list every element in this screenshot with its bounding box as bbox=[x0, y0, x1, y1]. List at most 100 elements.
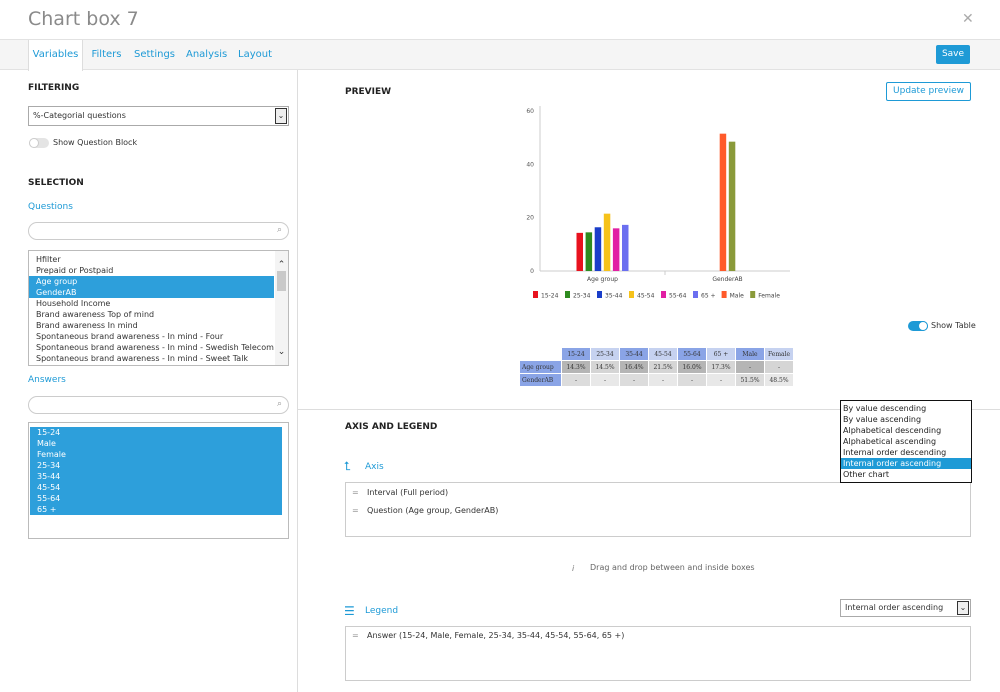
axis-row[interactable]: Interval (Full period) bbox=[367, 488, 449, 497]
search-icon: ⌕ bbox=[276, 225, 282, 235]
question-item[interactable]: Spontaneous brand awareness - In mind - … bbox=[36, 354, 249, 363]
questions-list[interactable]: Hfilter Prepaid or Postpaid Age group Gende… bbox=[28, 250, 289, 366]
tab-analysis[interactable]: Analysis bbox=[186, 49, 228, 60]
answer-item[interactable]: 25-34 bbox=[30, 460, 282, 471]
search-icon: ⌕ bbox=[276, 399, 282, 409]
table-header-cell: 55-64 bbox=[677, 347, 707, 361]
table-cell: 14.5% bbox=[590, 360, 620, 374]
section-divider bbox=[298, 409, 1000, 410]
legend-swatch bbox=[597, 291, 602, 298]
question-item[interactable]: Household Income bbox=[36, 299, 111, 308]
close-icon[interactable]: ✕ bbox=[962, 11, 974, 27]
answer-item[interactable]: Male bbox=[30, 438, 282, 449]
sort-option[interactable]: Internal order descending bbox=[843, 448, 947, 457]
answer-item[interactable]: 65 + bbox=[30, 504, 282, 515]
y-tick-label: 60 bbox=[526, 108, 534, 115]
table-cell: - bbox=[677, 373, 707, 387]
axis-row[interactable]: Question (Age group, GenderAB) bbox=[367, 506, 499, 515]
sort-option[interactable]: By value descending bbox=[843, 404, 927, 413]
answer-item[interactable]: 55-64 bbox=[30, 493, 282, 504]
sort-option[interactable]: Alphabetical ascending bbox=[843, 437, 937, 446]
table-corner bbox=[519, 347, 562, 361]
y-tick-label: 0 bbox=[530, 268, 534, 275]
bar bbox=[612, 228, 620, 271]
question-item[interactable]: Brand awareness In mind bbox=[36, 321, 138, 330]
questions-scrollbar[interactable]: ⌃ ⌄ bbox=[275, 251, 288, 365]
tab-settings[interactable]: Settings bbox=[134, 49, 176, 60]
bar bbox=[622, 224, 629, 271]
table-cell: - bbox=[648, 373, 678, 387]
show-table-toggle[interactable] bbox=[908, 321, 928, 331]
question-item[interactable]: Prepaid or Postpaid bbox=[36, 266, 114, 275]
tab-layout[interactable]: Layout bbox=[238, 49, 272, 60]
question-item[interactable]: GenderAB bbox=[29, 287, 274, 298]
table-row: GenderAB - - - - - -51.5% 48.5% bbox=[519, 373, 794, 387]
drag-handle-icon[interactable]: = bbox=[352, 488, 359, 497]
show-table-label: Show Table bbox=[931, 321, 976, 330]
legend-box[interactable]: = Answer (15-24, Male, Female, 25-34, 35… bbox=[345, 626, 971, 681]
table-cell: 21.5% bbox=[648, 360, 678, 374]
table-cell: - bbox=[561, 373, 591, 387]
answers-search-input[interactable]: ⌕ bbox=[28, 396, 289, 414]
drag-handle-icon[interactable]: = bbox=[352, 506, 359, 515]
question-item[interactable]: Spontaneous brand awareness - In mind - … bbox=[36, 343, 274, 352]
answer-item[interactable]: 45-54 bbox=[30, 482, 282, 493]
table-row-label: Age group bbox=[519, 360, 562, 374]
legend-entry: 45-54 bbox=[637, 293, 655, 300]
table-header-cell: 45-54 bbox=[648, 347, 678, 361]
save-button[interactable]: Save bbox=[936, 45, 970, 64]
tab-bar: Variables Filters Settings Analysis Layo… bbox=[0, 39, 1000, 71]
table-cell: - bbox=[764, 360, 794, 374]
x-tick-label: GenderAB bbox=[712, 276, 742, 283]
drag-hint: Drag and drop between and inside boxes bbox=[590, 563, 755, 572]
answer-item[interactable]: 35-44 bbox=[30, 471, 282, 482]
questions-search-input[interactable]: ⌕ bbox=[28, 222, 289, 240]
question-item[interactable]: Hfilter bbox=[36, 255, 61, 264]
axis-label: Axis bbox=[365, 462, 384, 472]
page-title: Chart box 7 bbox=[28, 8, 139, 30]
sort-option[interactable]: Other chart bbox=[843, 470, 890, 479]
tab-filters[interactable]: Filters bbox=[91, 49, 122, 60]
sort-option[interactable]: Internal order ascending bbox=[841, 458, 971, 469]
bar bbox=[603, 213, 611, 271]
filter-select[interactable]: %-Categorial questions ⌄ bbox=[28, 106, 289, 126]
table-cell: - bbox=[706, 373, 736, 387]
legend-row[interactable]: Answer (15-24, Male, Female, 25-34, 35-4… bbox=[367, 631, 625, 640]
legend-swatch bbox=[721, 291, 727, 298]
legend-sort-value: Internal order ascending bbox=[845, 603, 944, 612]
legend-swatch bbox=[661, 291, 666, 298]
show-question-block-toggle[interactable] bbox=[29, 138, 49, 148]
sort-option[interactable]: By value ascending bbox=[843, 415, 922, 424]
drag-handle-icon[interactable]: = bbox=[352, 631, 359, 640]
legend-entry: Female bbox=[758, 293, 780, 300]
scroll-up-icon[interactable]: ⌃ bbox=[277, 260, 286, 270]
tab-variables[interactable]: Variables bbox=[28, 40, 83, 71]
table-cell: 48.5% bbox=[764, 373, 794, 387]
sort-dropdown-menu[interactable]: By value descending By value ascending Alp… bbox=[840, 400, 972, 483]
legend-sort-select[interactable]: Internal order ascending ⌄ bbox=[840, 599, 971, 617]
answer-item[interactable]: 15-24 bbox=[30, 427, 282, 438]
table-header-cell: Male bbox=[735, 347, 765, 361]
scroll-thumb[interactable] bbox=[277, 271, 286, 291]
table-header-cell: Female bbox=[764, 347, 794, 361]
bar bbox=[719, 133, 727, 271]
scroll-down-icon[interactable]: ⌄ bbox=[277, 347, 286, 357]
show-question-block-label: Show Question Block bbox=[53, 138, 138, 147]
bar bbox=[728, 141, 736, 271]
question-item[interactable]: Brand awareness Top of mind bbox=[36, 310, 155, 319]
table-header-cell: 15-24 bbox=[561, 347, 591, 361]
answers-list[interactable]: 15-24 Male Female 25-34 35-44 45-54 55-64 65 + bbox=[28, 422, 289, 539]
question-item[interactable]: Spontaneous brand awareness - In mind - … bbox=[36, 332, 224, 341]
question-item[interactable]: Age group bbox=[29, 276, 274, 287]
answers-label: Answers bbox=[28, 375, 66, 385]
axis-box[interactable]: = Interval (Full period) = Question (Age… bbox=[345, 482, 971, 537]
bar bbox=[585, 232, 593, 271]
update-preview-button[interactable]: Update preview bbox=[886, 82, 971, 101]
table-cell: 17.3% bbox=[706, 360, 736, 374]
table-header-cell: 65 + bbox=[706, 347, 736, 361]
table-row-label: GenderAB bbox=[519, 373, 562, 387]
legend-entry: 55-64 bbox=[669, 293, 687, 300]
sort-option[interactable]: Alphabetical descending bbox=[843, 426, 942, 435]
answer-item[interactable]: Female bbox=[30, 449, 282, 460]
legend-entry: 25-34 bbox=[573, 293, 591, 300]
